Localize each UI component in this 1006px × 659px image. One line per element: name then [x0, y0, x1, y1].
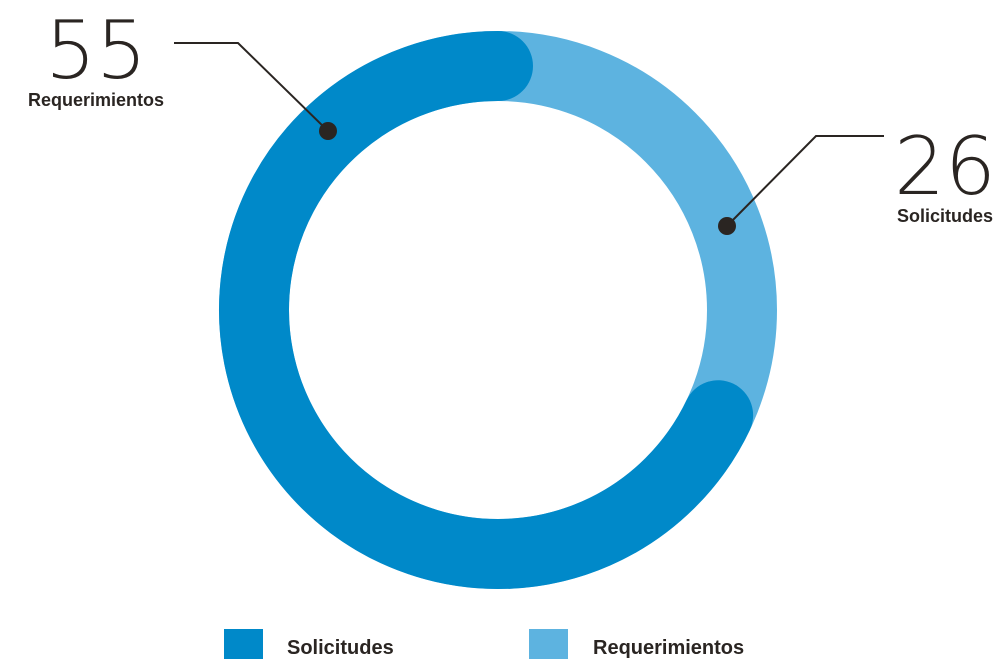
- callout-right: 26 Solicitudes: [718, 120, 996, 235]
- legend-label-requerimientos: Requerimientos: [593, 637, 744, 659]
- leader-line-left: [174, 42, 329, 132]
- leader-dot-right: [718, 217, 736, 235]
- donut-ring: [219, 31, 777, 589]
- callout-left-label: Requerimientos: [28, 90, 164, 110]
- callout-right-label: Solicitudes: [897, 206, 993, 226]
- leader-line-right: [726, 135, 884, 227]
- legend-label-solicitudes: Solicitudes: [287, 637, 394, 659]
- callout-left: 55 Requerimientos: [28, 4, 337, 140]
- legend-swatch-solicitudes: [224, 629, 263, 659]
- leader-dot-left: [319, 122, 337, 140]
- legend: Solicitudes Requerimientos: [224, 629, 744, 659]
- callout-left-value: 55: [45, 4, 147, 97]
- legend-swatch-requerimientos: [529, 629, 568, 659]
- callout-right-value: 26: [894, 120, 996, 213]
- legend-item-solicitudes: Solicitudes: [224, 629, 394, 659]
- donut-segment-solicitudes: [219, 31, 754, 589]
- legend-item-requerimientos: Requerimientos: [529, 629, 744, 659]
